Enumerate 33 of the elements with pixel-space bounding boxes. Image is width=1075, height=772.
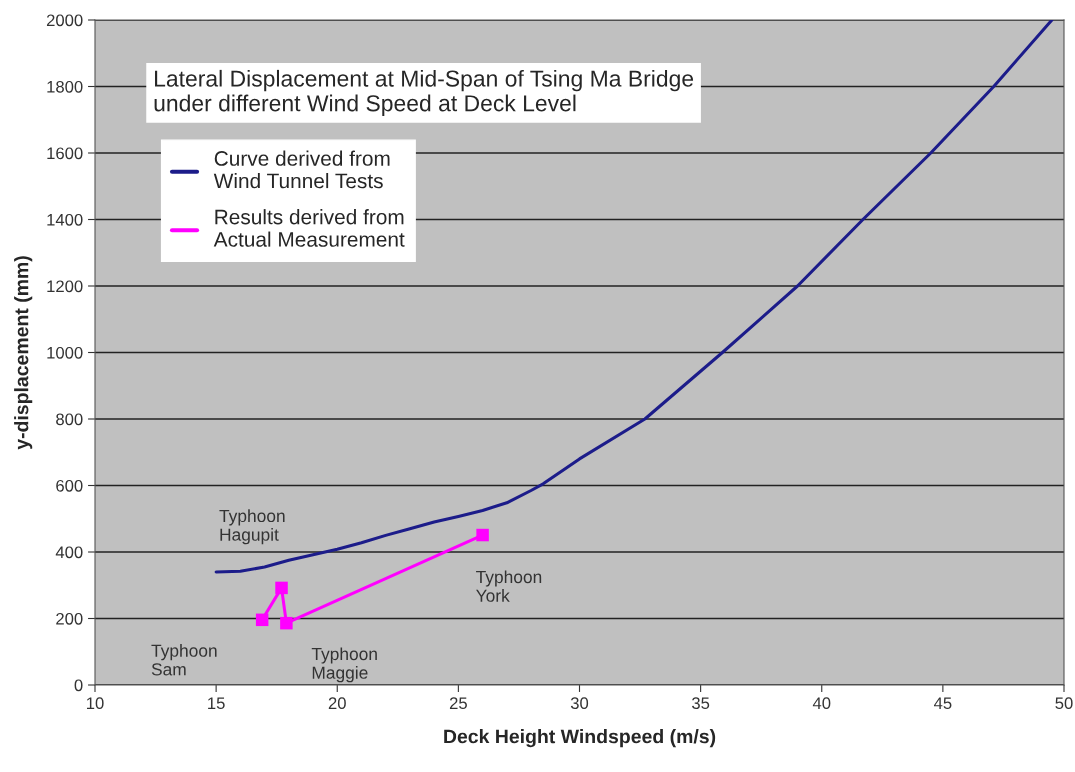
x-tick-label: 10 [87, 697, 104, 710]
annotation: Typhoon Maggie [311, 647, 377, 683]
annotation: Typhoon York [476, 570, 542, 602]
y-tick-label: 600 [56, 479, 83, 492]
y-tick-label: 0 [74, 679, 83, 692]
annotation: Typhoon Hagupit [219, 509, 285, 545]
text: Lateral Displacement at Mid-Span of Tsing Ma Bridge under different Wind Speed at Deck Level [154, 69, 694, 116]
y-tick-label: 1000 [47, 346, 83, 359]
y-tick-label: 1400 [47, 213, 83, 226]
y-tick-label: 1800 [47, 80, 83, 93]
x-tick-label: 45 [933, 697, 952, 710]
x-axis-title: Deck Height Windspeed (m/s) [444, 729, 716, 748]
x-tick-label: 20 [328, 697, 346, 710]
y-tick-label: 800 [56, 413, 83, 426]
y-tick-label: 1200 [47, 280, 83, 293]
y-tick-label: 200 [56, 612, 83, 625]
legend-label: Results derived from Actual Measurement [213, 209, 405, 247]
legend-label: Curve derived from Wind Tunnel Tests [213, 150, 390, 189]
point [280, 616, 293, 630]
x-tick-label: 35 [691, 697, 710, 710]
x-tick-label: 15 [208, 697, 225, 710]
y-tick-label: 400 [55, 546, 83, 559]
point [255, 613, 269, 627]
x-tick-label: 40 [812, 697, 831, 710]
y-tick-label: 2000 [46, 14, 83, 27]
point [275, 581, 288, 595]
x-tick-label: 25 [449, 697, 467, 710]
x-tick-label: 50 [1055, 697, 1073, 710]
y-axis-title: y-displacement (mm) [14, 256, 33, 450]
point [476, 528, 489, 542]
y-tick-label: 1600 [47, 147, 83, 160]
annotation: Typhoon Sam [151, 644, 217, 676]
x-tick-label: 30 [570, 697, 589, 710]
